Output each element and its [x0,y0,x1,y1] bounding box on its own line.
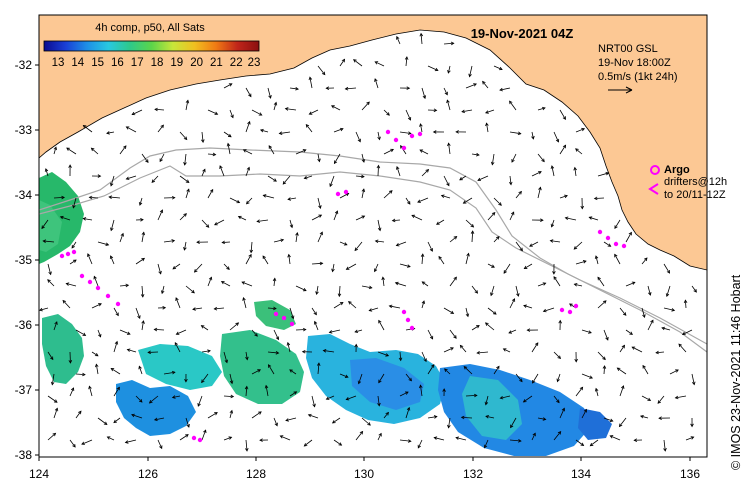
drifter-point [60,254,64,258]
colorbar-tick: 15 [91,57,104,69]
colorbar-tick: 22 [230,57,243,69]
current-model-label: NRT00 GSL [598,43,658,55]
drifters-label-1: drifters@12h [664,176,727,188]
colorbar-tick: 14 [71,57,84,69]
drifter-point [88,280,92,284]
drifter-point [560,308,564,312]
sst-colorbar [44,41,259,51]
lon-label: 124 [29,467,49,481]
lat-label: -34 [15,188,33,202]
latitude-axis: -32 -33 -34 -35 -36 -37 -38 [15,58,39,462]
drifter-point [274,312,278,316]
lat-label: -32 [15,58,33,72]
current-scale-label: 0.5m/s (1kt 24h) [598,71,677,83]
argo-label: Argo [664,164,690,176]
lat-label: -33 [15,123,33,137]
drifter-point [406,318,410,322]
current-vector [378,166,379,176]
colorbar-tick: 18 [151,57,164,69]
date-title: 19-Nov-2021 04Z [471,26,574,41]
drifter-point [198,438,202,442]
colorbar-tick: 20 [190,57,203,69]
lat-label: -38 [15,448,33,462]
lat-label: -36 [15,318,33,332]
lon-label: 130 [354,467,374,481]
drifter-point [598,230,602,234]
lat-label: -35 [15,253,33,267]
drifter-point [80,274,84,278]
drifter-point [402,310,406,314]
drifter-point [336,192,340,196]
drifter-point [290,322,294,326]
colorbar-tick: 13 [52,57,65,69]
drifter-point [106,294,110,298]
composite-label: 4h comp, p50, All Sats [95,22,205,34]
current-time-label: 19-Nov 18:00Z [598,57,671,69]
drifter-point [344,190,348,194]
drifter-point [418,132,422,136]
drifter-point [72,250,76,254]
lon-label: 136 [680,467,700,481]
drifter-point [192,436,196,440]
drifter-point [606,236,610,240]
drifter-point [410,326,414,330]
drifter-point [622,244,626,248]
lon-label: 128 [246,467,266,481]
credit-label: © IMOS 23-Nov-2021 11:46 Hobart [729,274,743,470]
lon-label: 134 [571,467,591,481]
drifter-point [394,138,398,142]
longitude-axis: 124 126 128 130 132 134 136 [29,457,700,481]
colorbar-tick: 17 [131,57,144,69]
drifter-point [96,286,100,290]
drifter-point [574,304,578,308]
lat-label: -37 [15,383,33,397]
lon-label: 126 [138,467,158,481]
colorbar-tick: 19 [170,57,183,69]
colorbar-tick: 21 [210,57,223,69]
drifter-point [116,302,120,306]
drifter-point [402,146,406,150]
colorbar-tick: 16 [111,57,124,69]
drifter-point [386,130,390,134]
drifter-point [282,316,286,320]
lon-label: 132 [463,467,483,481]
drifter-point [66,252,70,256]
colorbar-tick: 23 [248,57,261,69]
drifter-point [410,134,414,138]
drifters-label-2: to 20/11-12Z [664,189,726,201]
drifter-point [614,242,618,246]
drifter-point [568,310,572,314]
